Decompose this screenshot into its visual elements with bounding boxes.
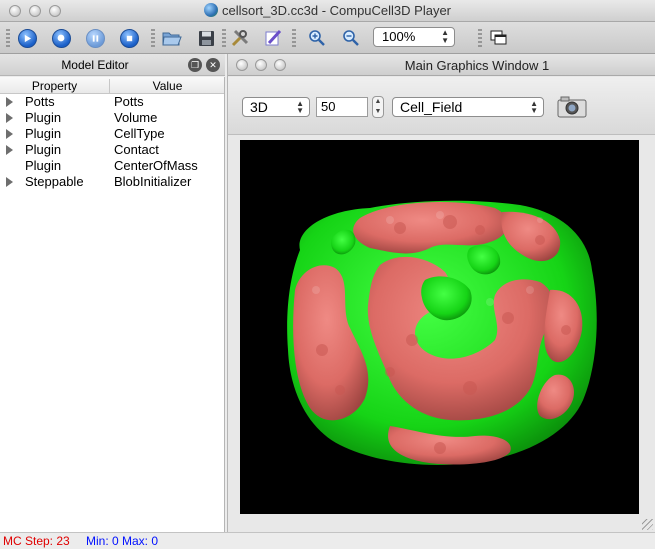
zoom-in-icon <box>309 30 325 46</box>
row-value: Potts <box>114 94 144 109</box>
field-select[interactable]: Cell_Field ▲ ▼ <box>392 97 544 117</box>
row-property: Plugin <box>25 142 62 157</box>
status-bar: MC Step: 23 Min: 0 Max: 0 <box>0 532 655 549</box>
window-title: cellsort_3D.cc3d - CompuCell3D Player <box>221 3 452 18</box>
window-title-wrap: cellsort_3D.cc3d - CompuCell3D Player <box>0 3 655 18</box>
graphics-window-title: Main Graphics Window 1 <box>404 58 550 73</box>
step-icon <box>51 28 71 48</box>
cell-field-render <box>287 200 597 465</box>
min-max-text: Min: 0 Max: 0 <box>86 534 159 548</box>
open-button[interactable] <box>161 27 183 49</box>
zoom-window-button[interactable] <box>49 5 61 17</box>
camera-icon <box>557 96 587 118</box>
app-globe-icon <box>203 3 218 17</box>
resize-grip-icon[interactable] <box>642 519 653 530</box>
toolbar-grip-icon[interactable] <box>478 29 482 47</box>
float-dock-icon[interactable]: ❐ <box>188 58 202 72</box>
maximize-subwindow-button[interactable] <box>274 59 286 71</box>
main-toolbar <box>0 22 655 54</box>
tree-row[interactable]: Plugin Volume <box>0 110 224 126</box>
row-value: CellType <box>114 126 165 141</box>
pause-icon <box>85 28 105 48</box>
title-bar: cellsort_3D.cc3d - CompuCell3D Player <box>0 0 655 22</box>
row-value: BlobInitializer <box>114 174 192 189</box>
row-property: Plugin <box>25 158 62 173</box>
expand-arrow-icon[interactable] <box>6 145 13 155</box>
toolbar-grip-icon[interactable] <box>292 29 296 47</box>
main-graphics-window: Main Graphics Window 1 3D ▲ ▼ 50 ▲ ▼ Cell_… <box>227 54 655 532</box>
field-value: Cell_Field <box>400 99 463 115</box>
expand-arrow-icon[interactable] <box>6 129 13 139</box>
expand-arrow-icon[interactable] <box>6 97 13 107</box>
new-window-icon <box>490 30 507 45</box>
view-mode-select[interactable]: 3D ▲ ▼ <box>242 97 310 117</box>
slice-value: 50 <box>321 99 336 114</box>
property-column-header[interactable]: Property <box>0 79 110 93</box>
row-property: Plugin <box>25 126 62 141</box>
zoom-out-icon <box>343 30 359 46</box>
tree-row[interactable]: Plugin CellType <box>0 126 224 142</box>
open-folder-icon <box>162 32 182 46</box>
new-graphics-window-button[interactable] <box>488 27 510 49</box>
row-value: Volume <box>114 110 158 125</box>
model-editor-tree[interactable]: Property Value Potts Potts Plugin Volume… <box>0 77 225 532</box>
vtk-render-viewport[interactable] <box>240 140 639 514</box>
edit-button[interactable] <box>262 27 284 49</box>
run-button[interactable] <box>16 27 38 49</box>
tree-row[interactable]: Plugin Contact <box>0 142 224 158</box>
stop-button[interactable] <box>118 27 140 49</box>
tree-row[interactable]: Steppable BlobInitializer <box>0 174 224 190</box>
row-value: Contact <box>114 142 159 157</box>
expand-arrow-icon[interactable] <box>6 177 13 187</box>
zoom-in-button[interactable] <box>306 27 328 49</box>
model-editor-title: Model Editor <box>61 58 129 72</box>
toolbar-grip-icon[interactable] <box>222 29 226 47</box>
value-column-header[interactable]: Value <box>152 79 183 93</box>
expand-arrow-icon[interactable] <box>6 113 13 123</box>
view-mode-value: 3D <box>250 99 268 115</box>
chevron-updown-icon: ▲ ▼ <box>296 99 304 115</box>
graphics-window-titlebar[interactable]: Main Graphics Window 1 <box>228 54 655 76</box>
row-property: Plugin <box>25 110 62 125</box>
mc-step-text: MC Step: 23 <box>3 534 70 548</box>
step-button[interactable] <box>50 27 72 49</box>
tools-icon <box>231 29 249 47</box>
slice-spinbox[interactable]: 50 <box>316 97 368 117</box>
close-subwindow-button[interactable] <box>236 59 248 71</box>
chevron-updown-icon: ▲ ▼ <box>441 28 449 45</box>
row-value: CenterOfMass <box>114 158 198 173</box>
run-icon <box>17 28 37 48</box>
zoom-select[interactable]: 100% ▲ ▼ <box>373 27 455 47</box>
edit-icon <box>265 29 282 46</box>
slice-stepper[interactable]: ▲ ▼ <box>372 96 384 118</box>
row-property: Potts <box>25 94 55 109</box>
close-dock-icon[interactable]: ✕ <box>206 58 220 72</box>
tree-header: Property Value <box>0 77 224 94</box>
minimize-subwindow-button[interactable] <box>255 59 267 71</box>
chevron-updown-icon: ▲ ▼ <box>530 99 538 115</box>
tools-button[interactable] <box>229 27 251 49</box>
save-button[interactable] <box>195 27 217 49</box>
close-window-button[interactable] <box>9 5 21 17</box>
tree-row[interactable]: Plugin CenterOfMass <box>0 158 224 174</box>
model-editor-header: Model Editor ❐ ✕ <box>0 54 225 76</box>
toolbar-grip-icon[interactable] <box>151 29 155 47</box>
minimize-window-button[interactable] <box>29 5 41 17</box>
pause-button[interactable] <box>84 27 106 49</box>
stop-icon <box>119 28 139 48</box>
row-property: Steppable <box>25 174 84 189</box>
zoom-out-button[interactable] <box>340 27 362 49</box>
save-icon <box>198 30 214 46</box>
zoom-value: 100% <box>382 29 416 44</box>
screenshot-button[interactable] <box>556 95 588 119</box>
tree-row[interactable]: Potts Potts <box>0 94 224 110</box>
toolbar-grip-icon[interactable] <box>6 29 10 47</box>
